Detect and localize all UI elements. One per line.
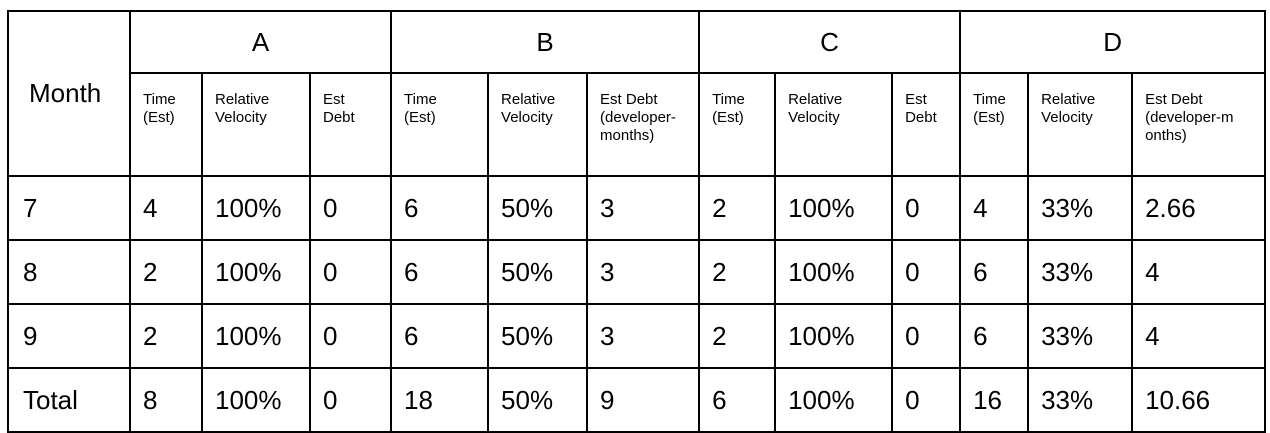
debt-estimate-table: Month A B C D Time (Est) Relative Velocity E… xyxy=(7,10,1267,433)
cell-a-relative-velocity: 100% xyxy=(201,239,311,305)
subheader-b-est-debt: Est Debt (developer-months) xyxy=(586,72,701,177)
table-body: 7 4 100% 0 6 50% 3 2 100% 0 4 33% 2.66 8 2 100% 0 6 50% 3 2 1… xyxy=(7,175,1267,433)
cell-c-est-debt: 0 xyxy=(891,175,962,241)
table-row: 7 4 100% 0 6 50% 3 2 100% 0 4 33% 2.66 xyxy=(7,175,1267,241)
subheader-b-relative-velocity: Relative Velocity xyxy=(487,72,589,177)
subheader-a-relative-velocity: Relative Velocity xyxy=(201,72,311,177)
cell-a-relative-velocity: 100% xyxy=(201,303,311,369)
cell-d-relative-velocity: 33% xyxy=(1027,175,1134,241)
cell-a-est-debt: 0 xyxy=(308,239,393,305)
cell-b-relative-velocity: 50% xyxy=(487,367,589,433)
cell-a-est-debt: 0 xyxy=(308,367,393,433)
month-cell: 7 xyxy=(7,175,131,241)
table-row: 8 2 100% 0 6 50% 3 2 100% 0 6 33% 4 xyxy=(7,239,1267,305)
cell-c-time-est: 6 xyxy=(698,367,777,433)
cell-c-time-est: 2 xyxy=(698,303,777,369)
subheader-c-time-est: Time (Est) xyxy=(698,72,777,177)
subheader-b-time-est: Time (Est) xyxy=(390,72,490,177)
month-cell: Total xyxy=(7,367,131,433)
table-row: 9 2 100% 0 6 50% 3 2 100% 0 6 33% 4 xyxy=(7,303,1267,369)
month-cell: 9 xyxy=(7,303,131,369)
subheader-d-time-est: Time (Est) xyxy=(959,72,1030,177)
cell-c-est-debt: 0 xyxy=(891,303,962,369)
cell-c-est-debt: 0 xyxy=(891,367,962,433)
cell-b-time-est: 6 xyxy=(390,175,490,241)
month-cell: 8 xyxy=(7,239,131,305)
cell-a-time-est: 2 xyxy=(129,303,203,369)
cell-d-est-debt: 10.66 xyxy=(1131,367,1267,433)
cell-d-time-est: 6 xyxy=(959,303,1030,369)
cell-c-relative-velocity: 100% xyxy=(774,367,894,433)
cell-d-time-est: 4 xyxy=(959,175,1030,241)
cell-d-est-debt: 4 xyxy=(1131,239,1267,305)
subheader-a-est-debt: Est Debt xyxy=(308,72,393,177)
cell-d-est-debt: 2.66 xyxy=(1131,175,1267,241)
cell-d-relative-velocity: 33% xyxy=(1027,239,1134,305)
cell-c-est-debt: 0 xyxy=(891,239,962,305)
cell-b-est-debt: 3 xyxy=(586,239,701,305)
cell-d-time-est: 6 xyxy=(959,239,1030,305)
cell-d-est-debt: 4 xyxy=(1131,303,1267,369)
cell-c-relative-velocity: 100% xyxy=(774,239,894,305)
cell-b-time-est: 18 xyxy=(390,367,490,433)
cell-b-relative-velocity: 50% xyxy=(487,303,589,369)
cell-d-relative-velocity: 33% xyxy=(1027,303,1134,369)
cell-a-est-debt: 0 xyxy=(308,175,393,241)
subheader-c-est-debt: Est Debt xyxy=(891,72,962,177)
cell-b-time-est: 6 xyxy=(390,303,490,369)
subheader-a-time-est: Time (Est) xyxy=(129,72,203,177)
cell-a-relative-velocity: 100% xyxy=(201,367,311,433)
cell-c-time-est: 2 xyxy=(698,175,777,241)
group-header-d: D xyxy=(959,10,1267,74)
cell-b-est-debt: 3 xyxy=(586,175,701,241)
group-header-b: B xyxy=(390,10,701,74)
cell-a-est-debt: 0 xyxy=(308,303,393,369)
cell-b-relative-velocity: 50% xyxy=(487,239,589,305)
month-header: Month xyxy=(7,10,131,177)
cell-a-time-est: 8 xyxy=(129,367,203,433)
cell-c-relative-velocity: 100% xyxy=(774,175,894,241)
group-header-row: Month A B C D xyxy=(7,10,1267,177)
cell-b-relative-velocity: 50% xyxy=(487,175,589,241)
cell-b-est-debt: 9 xyxy=(586,367,701,433)
cell-a-time-est: 4 xyxy=(129,175,203,241)
subheader-d-est-debt: Est Debt (developer-m onths) xyxy=(1131,72,1267,177)
table-row: Total 8 100% 0 18 50% 9 6 100% 0 16 33% 10.66 xyxy=(7,367,1267,433)
cell-c-relative-velocity: 100% xyxy=(774,303,894,369)
cell-b-time-est: 6 xyxy=(390,239,490,305)
cell-b-est-debt: 3 xyxy=(586,303,701,369)
group-header-a: A xyxy=(128,10,393,74)
cell-a-time-est: 2 xyxy=(129,239,203,305)
cell-d-relative-velocity: 33% xyxy=(1027,367,1134,433)
subheader-row: Time (Est) Relative Velocity Est Debt Time (Est… xyxy=(8,72,1267,177)
cell-c-time-est: 2 xyxy=(698,239,777,305)
subheader-d-relative-velocity: Relative Velocity xyxy=(1027,72,1134,177)
subheader-c-relative-velocity: Relative Velocity xyxy=(774,72,894,177)
cell-d-time-est: 16 xyxy=(959,367,1030,433)
group-header-c: C xyxy=(698,10,962,74)
cell-a-relative-velocity: 100% xyxy=(201,175,311,241)
